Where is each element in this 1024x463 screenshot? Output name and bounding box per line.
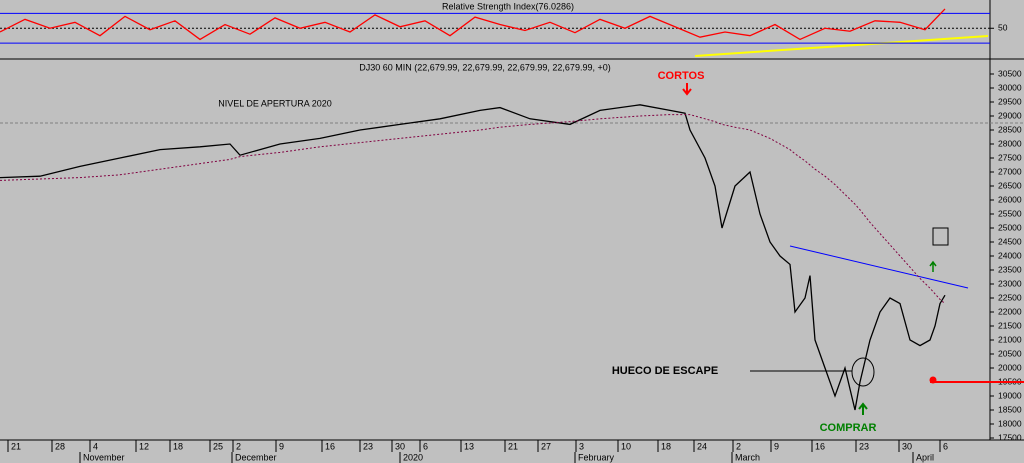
x-tick-label: 10 [621,441,631,451]
x-tick-label: 18 [173,441,183,451]
sell-arrow [682,83,692,96]
gap-label: HUECO DE ESCAPE [612,365,718,377]
y-tick-label: 20000 [998,362,1022,372]
x-tick-label: 18 [661,441,671,451]
y-tick-label: 22000 [998,306,1022,316]
y-tick-label: 23000 [998,278,1022,288]
x-tick-label: 12 [139,441,149,451]
buy-label: COMPRAR [820,422,877,434]
y-tick-label: 25500 [998,208,1022,218]
x-tick-label: 9 [279,441,284,451]
y-tick-label: 24500 [998,236,1022,246]
y-tick-label: 21500 [998,320,1022,330]
x-tick-label: 28 [55,441,65,451]
price-title: DJ30 60 MIN (22,679.99, 22,679.99, 22,67… [359,62,610,72]
y-tick-label: 19000 [998,390,1022,400]
series-line [0,104,946,411]
y-tick-label: 27000 [998,166,1022,176]
y-tick-label: 27500 [998,152,1022,162]
y-tick-label: 22500 [998,292,1022,302]
series-line [0,114,946,304]
sell-label: CORTOS [658,70,705,82]
y-tick-label: 21000 [998,334,1022,344]
y-tick-label: 17500 [998,432,1022,442]
y-tick-label: 18500 [998,404,1022,414]
x-tick-label: 2 [736,441,741,451]
month-label: 2020 [403,452,423,462]
x-tick-label: 13 [464,441,474,451]
opening-label: NIVEL DE APERTURA 2020 [218,98,332,108]
x-tick-label: 21 [508,441,518,451]
y-tick-label: 28500 [998,124,1022,134]
x-tick-label: 23 [859,441,869,451]
x-tick-label: 4 [93,441,98,451]
x-tick-label: 30 [902,441,912,451]
x-tick-label: 30 [395,441,405,451]
target-box [932,227,949,246]
y-tick-label: 29000 [998,110,1022,120]
x-tick-label: 27 [541,441,551,451]
y-tick-label: 28000 [998,138,1022,148]
y-tick-label: 30000 [998,82,1022,92]
x-tick-label: 2 [236,441,241,451]
y-tick-label: 24000 [998,250,1022,260]
x-tick-label: 3 [579,441,584,451]
month-label: February [578,452,615,462]
x-tick-label: 6 [943,441,948,451]
gap-circle [851,357,875,387]
y-tick-label: 50 [998,23,1008,33]
month-label: November [83,452,125,462]
x-tick-label: 9 [774,441,779,451]
up-arrow [929,260,937,272]
y-tick-label: 26500 [998,180,1022,190]
x-tick-label: 21 [11,441,21,451]
y-tick-label: 25000 [998,222,1022,232]
month-label: March [735,452,760,462]
x-tick-label: 16 [325,441,335,451]
x-tick-label: 25 [213,441,223,451]
x-tick-label: 16 [815,441,825,451]
rsi-title: Relative Strength Index(76.0286) [442,1,574,11]
y-tick-label: 18000 [998,418,1022,428]
x-tick-label: 6 [423,441,428,451]
buy-arrow [858,402,868,415]
x-tick-label: 23 [363,441,373,451]
month-label: April [916,452,934,462]
y-tick-label: 23500 [998,264,1022,274]
y-tick-label: 30500 [998,68,1022,78]
y-tick-label: 26000 [998,194,1022,204]
x-tick-label: 24 [697,441,707,451]
y-tick-label: 20500 [998,348,1022,358]
month-label: December [235,452,277,462]
resistance-trendline [789,245,969,289]
rsi-trendline [694,35,989,57]
y-tick-label: 29500 [998,96,1022,106]
series-line [0,8,946,41]
